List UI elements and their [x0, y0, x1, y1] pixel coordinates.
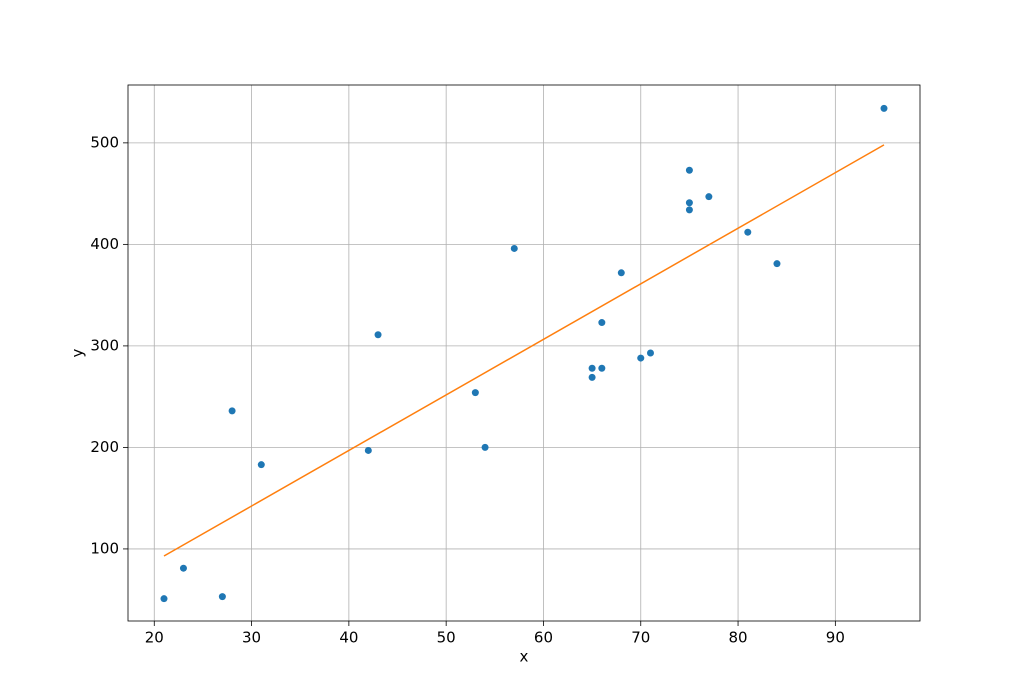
scatter-point	[685, 206, 693, 214]
scatter-point	[588, 373, 596, 381]
scatter-point	[374, 331, 382, 339]
x-tick-label: 80	[729, 629, 748, 647]
scatter-point	[218, 593, 226, 601]
scatter-point	[773, 260, 781, 268]
scatter-point	[179, 564, 187, 572]
scatter-point	[637, 354, 645, 362]
scatter-point	[598, 319, 606, 327]
scatter-point	[510, 244, 518, 252]
scatter-point	[646, 349, 654, 357]
x-tick-label: 70	[631, 629, 650, 647]
scatter-point	[588, 364, 596, 372]
scatter-point	[705, 193, 713, 201]
scatter-point	[598, 364, 606, 372]
x-axis-label: x	[520, 648, 529, 666]
y-tick-label: 100	[90, 539, 119, 557]
x-tick-label: 20	[145, 629, 164, 647]
scatter-point	[685, 199, 693, 207]
x-tick-label: 30	[242, 629, 261, 647]
x-tick-label: 50	[437, 629, 456, 647]
y-tick-label: 400	[90, 235, 119, 253]
y-tick-label: 300	[90, 336, 119, 354]
plot-area	[160, 104, 888, 603]
scatter-point	[364, 446, 372, 454]
grid	[128, 85, 920, 621]
y-tick-label: 200	[90, 438, 119, 456]
x-tick-label: 40	[339, 629, 358, 647]
axes-frame	[127, 84, 921, 622]
x-tick-label: 60	[534, 629, 553, 647]
fit-line	[163, 144, 885, 557]
x-tick-label: 90	[826, 629, 845, 647]
scatter-point	[617, 269, 625, 277]
y-axis-label: y	[69, 348, 87, 357]
scatter-point	[880, 104, 888, 112]
scatter-point	[744, 228, 752, 236]
scatter-point	[471, 389, 479, 397]
scatter-point	[685, 166, 693, 174]
y-tick-label: 500	[90, 133, 119, 151]
scatter-point	[481, 443, 489, 451]
scatter-point	[160, 595, 168, 603]
scatter-point	[257, 461, 265, 469]
scatter-point	[228, 407, 236, 415]
